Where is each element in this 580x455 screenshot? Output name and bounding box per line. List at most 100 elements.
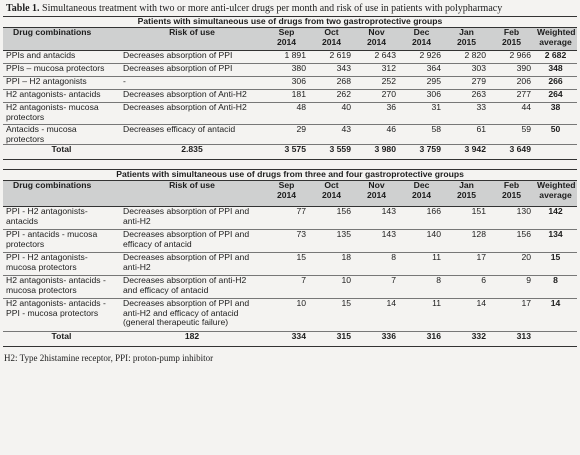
cell-risk-of-use: Decreases absorption of PPI xyxy=(120,50,264,64)
cell-value: 29 xyxy=(264,124,309,146)
column-header: Risk of use xyxy=(120,27,264,51)
cell-risk-of-use: Decreases absorption of PPI and anti-H2 xyxy=(120,206,264,231)
cell-value: 128 xyxy=(444,229,489,254)
cell-value: 18 xyxy=(309,252,354,277)
table-row: PPI – H2 antagonists -306 268 252 295 279 206 2… xyxy=(3,76,577,90)
column-header: Sep 2014 xyxy=(264,27,309,51)
total-value: 316 xyxy=(399,331,444,348)
total-value: 3 575 xyxy=(264,144,309,161)
table-row: H2 antagonists- mucosa protectors Decreas… xyxy=(3,102,577,125)
cell-weighted-average: 2 682 xyxy=(534,50,577,64)
cell-drug-combination: Antacids - mucosa protectors xyxy=(3,124,120,146)
table-row: PPI - H2 antagonists- antacids Decreases … xyxy=(3,206,578,231)
cell-weighted-average: 50 xyxy=(534,124,577,146)
column-header: Feb 2015 xyxy=(489,27,534,51)
table-two-groups: Patients with simultaneous use of drugs … xyxy=(3,16,577,161)
cell-value: 2 619 xyxy=(309,50,354,64)
cell-drug-combination: PPI - H2 antagonists- antacids xyxy=(3,206,120,231)
cell-value: 143 xyxy=(354,206,399,231)
cell-value: 1 891 xyxy=(264,50,309,64)
total-value: 3 559 xyxy=(309,144,354,161)
cell-value: 40 xyxy=(309,102,354,125)
cell-value: 306 xyxy=(399,89,444,103)
cell-value: 262 xyxy=(309,89,354,103)
cell-weighted-average: 38 xyxy=(534,102,577,125)
cell-value: 36 xyxy=(354,102,399,125)
column-header: Drug combinations xyxy=(3,180,120,208)
cell-risk-of-use: Decreases absorption of Anti-H2 xyxy=(120,102,264,125)
cell-value: 306 xyxy=(264,76,309,90)
cell-value: 7 xyxy=(264,275,309,300)
cell-value: 48 xyxy=(264,102,309,125)
table-row: Antacids - mucosa protectors Decreases ef… xyxy=(3,124,577,146)
cell-value: 279 xyxy=(444,76,489,90)
cell-value: 9 xyxy=(489,275,534,300)
column-header-row: Drug combinations Risk of use Sep 2014 Oct 20… xyxy=(3,27,577,51)
cell-value: 143 xyxy=(354,229,399,254)
table2-body: Patients with simultaneous use of drugs … xyxy=(3,169,578,348)
cell-weighted-average: 134 xyxy=(534,229,578,254)
cell-value: 390 xyxy=(489,63,534,77)
total-label: Total xyxy=(3,144,120,161)
table-row: PPI - H2 antagonists- mucosa protectors D… xyxy=(3,252,578,277)
cell-weighted-average: 348 xyxy=(534,63,577,77)
total-row: Total 2.835 3 575 3 559 3 980 3 759 3 942 3 649 xyxy=(3,144,577,161)
cell-value: 252 xyxy=(354,76,399,90)
cell-value: 17 xyxy=(444,252,489,277)
cell-drug-combination: H2 antagonists- antacids - PPI - mucosa … xyxy=(3,298,120,333)
cell-value: 2 966 xyxy=(489,50,534,64)
table-caption: Table 1. Simultaneous treatment with two… xyxy=(0,0,580,16)
cell-value: 2 820 xyxy=(444,50,489,64)
cell-value: 77 xyxy=(264,206,309,231)
cell-value: 15 xyxy=(309,298,354,333)
cell-value: 303 xyxy=(444,63,489,77)
cell-value: 263 xyxy=(444,89,489,103)
cell-value: 20 xyxy=(489,252,534,277)
cell-value: 46 xyxy=(354,124,399,146)
column-header: Weighted average xyxy=(534,180,578,208)
total-row: Total 182 334 315 336 316 332 313 xyxy=(3,331,578,348)
cell-drug-combination: H2 antagonists- antacids xyxy=(3,89,120,103)
cell-value: 166 xyxy=(399,206,444,231)
cell-value: 380 xyxy=(264,63,309,77)
table-row: PPIs and antacids Decreases absorption of… xyxy=(3,50,577,64)
cell-weighted-average: 264 xyxy=(534,89,577,103)
cell-value: 33 xyxy=(444,102,489,125)
cell-value: 7 xyxy=(354,275,399,300)
cell-value: 6 xyxy=(444,275,489,300)
column-header: Weighted average xyxy=(534,27,577,51)
cell-weighted-average: 15 xyxy=(534,252,578,277)
column-header: Drug combinations xyxy=(3,27,120,51)
total-value: 2.835 xyxy=(120,144,264,161)
total-value: 182 xyxy=(120,331,264,348)
column-header: Nov 2014 xyxy=(354,27,399,51)
cell-risk-of-use: Decreases efficacy of antacid xyxy=(120,124,264,146)
total-value xyxy=(534,144,577,161)
column-header: Jan 2015 xyxy=(444,27,489,51)
caption-label: Table 1. xyxy=(6,3,40,14)
caption-text: Simultaneous treatment with two or more … xyxy=(42,3,503,14)
table-row: H2 antagonists- antacids - mucosa protec… xyxy=(3,275,578,300)
cell-weighted-average: 266 xyxy=(534,76,577,90)
cell-value: 2 926 xyxy=(399,50,444,64)
table-row: H2 antagonists- antacids - PPI - mucosa … xyxy=(3,298,578,333)
column-header: Dec 2014 xyxy=(399,27,444,51)
column-header: Dec 2014 xyxy=(399,180,444,208)
cell-risk-of-use: Decreases absorption of PPI xyxy=(120,63,264,77)
column-header: Oct 2014 xyxy=(309,180,354,208)
column-header: Risk of use xyxy=(120,180,264,208)
cell-value: 11 xyxy=(399,252,444,277)
cell-weighted-average: 8 xyxy=(534,275,578,300)
cell-value: 59 xyxy=(489,124,534,146)
cell-value: 11 xyxy=(399,298,444,333)
footnote: H2: Type 2histamine receptor, PPI: proto… xyxy=(4,353,214,364)
column-header: Sep 2014 xyxy=(264,180,309,208)
cell-value: 206 xyxy=(489,76,534,90)
cell-drug-combination: PPIs – mucosa protectors xyxy=(3,63,120,77)
cell-risk-of-use: Decreases absorption of PPI and anti-H2 … xyxy=(120,298,264,333)
cell-value: 181 xyxy=(264,89,309,103)
cell-risk-of-use: Decreases absorption of PPI and efficacy… xyxy=(120,229,264,254)
column-header: Oct 2014 xyxy=(309,27,354,51)
total-value: 313 xyxy=(489,331,534,348)
group-title-row: Patients with simultaneous use of drugs … xyxy=(3,16,577,28)
